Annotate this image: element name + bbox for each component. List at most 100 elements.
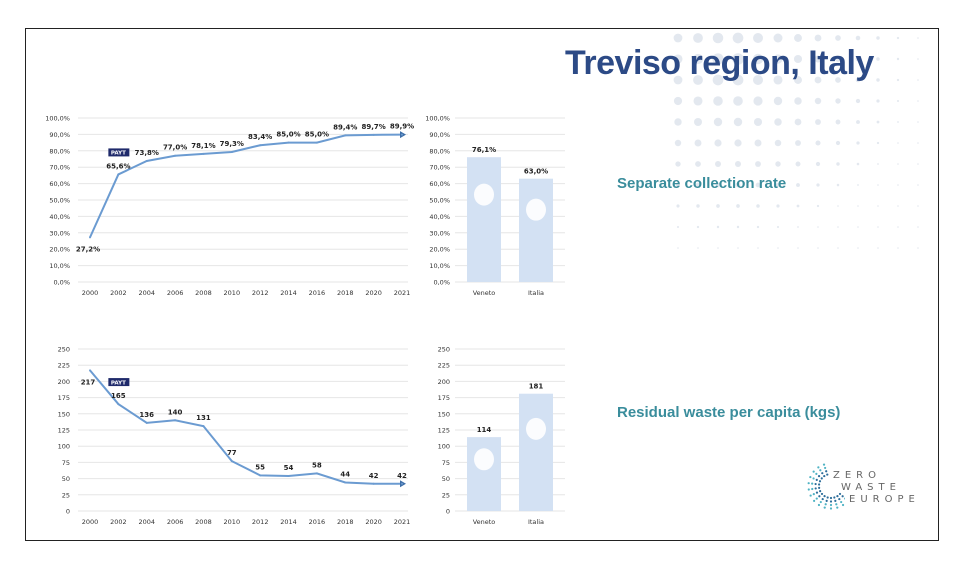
logo-dot — [838, 492, 842, 496]
decor-dot — [797, 226, 799, 228]
series-line — [89, 133, 403, 238]
decor-dot — [817, 226, 819, 228]
logo-dot — [814, 487, 817, 490]
y-tick-label: 60,0% — [49, 180, 70, 188]
decor-dot — [753, 33, 763, 43]
y-tick-label: 200 — [438, 378, 450, 386]
decor-dot — [673, 54, 683, 64]
decor-dot — [837, 247, 839, 249]
decor-dot — [855, 98, 861, 104]
decor-dot — [754, 139, 762, 147]
y-tick-label: 150 — [438, 410, 450, 418]
decor-dot — [897, 163, 899, 165]
data-label: 165 — [111, 392, 126, 400]
region-map-shape — [474, 183, 494, 206]
x-tick-label: 2010 — [224, 289, 241, 297]
decor-dot — [814, 55, 822, 63]
x-tick-label: 2014 — [280, 518, 297, 526]
data-point — [344, 134, 347, 137]
x-tick-label: 2004 — [138, 289, 155, 297]
logo-dot — [818, 480, 822, 483]
data-point — [117, 173, 120, 176]
data-label: 77,0% — [163, 144, 187, 152]
decor-dot — [896, 78, 900, 82]
data-point — [117, 403, 120, 406]
x-tick-label: 2004 — [138, 518, 155, 526]
data-point — [89, 236, 91, 239]
logo-dot — [819, 469, 822, 472]
data-point — [287, 141, 290, 144]
data-label: 89,7% — [361, 123, 385, 131]
decor-dot — [877, 226, 879, 228]
decor-dot — [774, 139, 782, 147]
logo-dot — [815, 478, 818, 481]
payt-badge — [108, 378, 130, 387]
data-point — [145, 421, 148, 424]
decor-dot — [877, 184, 879, 186]
logo-dot — [812, 492, 815, 496]
decor-dot — [877, 205, 879, 207]
y-tick-label: 50,0% — [429, 197, 450, 205]
decor-dot — [897, 121, 899, 123]
x-tick-label: 2008 — [195, 289, 212, 297]
decor-dot — [712, 53, 724, 65]
separate-collection-label: Separate collection rate — [617, 175, 787, 192]
chart-4: 0 25 50 75 100 125 150 175 200 225 250 114 Veneto 181… — [438, 346, 565, 526]
logo-dot — [823, 506, 826, 509]
decor-dot — [693, 33, 703, 43]
y-tick-label: 40,0% — [429, 213, 450, 221]
decor-dot — [856, 141, 860, 145]
y-tick-label: 90,0% — [429, 131, 450, 139]
data-label: 44 — [340, 470, 350, 478]
x-tick-label: 2012 — [252, 289, 269, 297]
data-point — [145, 159, 148, 162]
decor-dot — [896, 99, 900, 103]
y-tick-label: 150 — [58, 410, 70, 418]
logo-dot — [809, 475, 812, 479]
data-label: 73,8% — [135, 149, 159, 157]
decor-dot — [855, 56, 861, 62]
bar-veneto — [467, 157, 501, 282]
decor-dot — [857, 226, 859, 228]
logo-dot — [812, 470, 815, 473]
decor-dot — [917, 142, 919, 144]
data-point — [174, 154, 177, 157]
decor-dot — [855, 77, 861, 83]
y-tick-label: 125 — [58, 427, 70, 435]
decor-dot — [917, 37, 919, 39]
y-tick-label: 60,0% — [429, 180, 450, 188]
data-label: 85,0% — [276, 131, 300, 139]
y-tick-label: 30,0% — [49, 229, 70, 237]
decor-dot — [814, 34, 822, 42]
y-tick-label: 80,0% — [429, 147, 450, 155]
decor-dot — [794, 76, 802, 84]
decor-dot — [674, 118, 682, 126]
decor-dot — [917, 100, 919, 102]
y-tick-label: 50 — [442, 475, 450, 483]
decor-dot — [753, 117, 763, 127]
data-point — [174, 419, 177, 422]
logo-dot — [811, 482, 814, 485]
y-tick-label: 50,0% — [49, 197, 70, 205]
logo-dot — [820, 477, 823, 480]
logo-dot — [818, 486, 821, 489]
decor-dot — [755, 161, 761, 167]
data-point — [344, 481, 347, 484]
decor-dot — [857, 205, 859, 207]
data-label: 140 — [168, 408, 183, 416]
y-tick-label: 80,0% — [49, 147, 70, 155]
decor-dot — [917, 121, 919, 123]
x-tick-label: 2021 — [394, 518, 411, 526]
logo-dot — [844, 497, 845, 500]
y-tick-label: 25 — [62, 491, 70, 499]
decor-dot — [755, 182, 761, 188]
decor-dot — [876, 36, 880, 40]
x-tick-label: 2016 — [309, 518, 326, 526]
decor-dot — [837, 205, 839, 207]
x-tick-label: 2014 — [280, 289, 297, 297]
decor-dot — [674, 139, 682, 147]
decor-dot — [695, 161, 701, 167]
decor-dot — [776, 204, 780, 208]
data-label: 78,1% — [191, 142, 215, 150]
decor-dot — [675, 161, 681, 167]
